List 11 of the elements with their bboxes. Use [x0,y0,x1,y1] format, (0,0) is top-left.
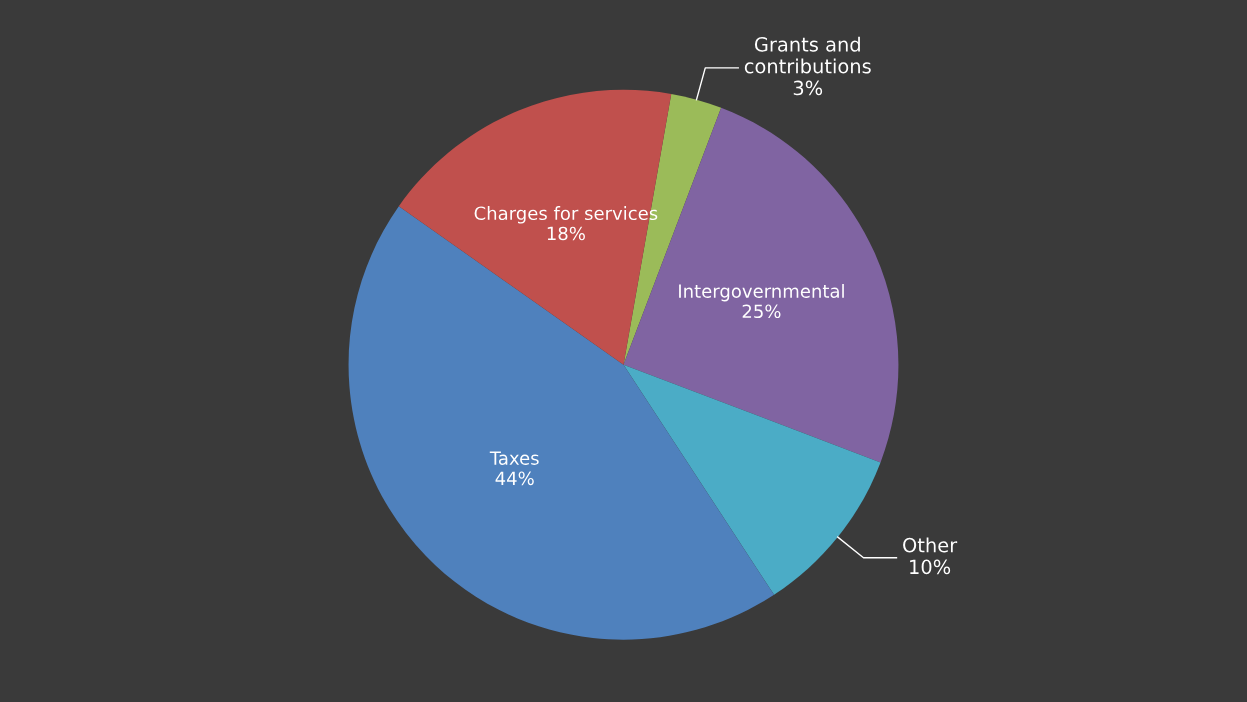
slice-label: Other [903,537,958,553]
slice-label: Grants and contributions [744,36,871,74]
data-label: 44% [495,471,534,486]
pie-slice [398,89,672,365]
data-label: 18% [547,226,585,241]
data-label: 10% [910,559,951,575]
data-label: 25% [742,304,781,319]
pie-slice [623,364,881,595]
slice-label: Intergovernmental [679,283,844,302]
data-label: 3% [793,80,823,96]
slice-label: Taxes [489,451,539,465]
